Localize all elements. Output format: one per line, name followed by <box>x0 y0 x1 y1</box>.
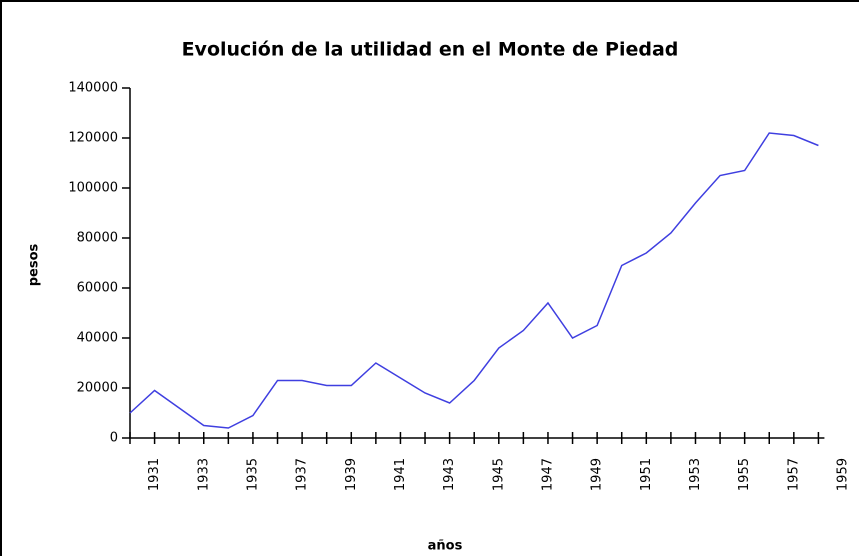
y-tick-label: 40000 <box>77 331 118 346</box>
x-tick-label: 1939 <box>344 458 359 491</box>
chart-title: Evolución de la utilidad en el Monte de … <box>182 39 679 61</box>
x-tick-label: 1945 <box>491 458 506 491</box>
y-tick-label: 80000 <box>77 231 118 246</box>
x-tick-label: 1937 <box>295 458 310 491</box>
x-tick-label: 1959 <box>836 458 851 491</box>
y-tick-label: 0 <box>110 431 118 446</box>
y-tick-label: 100000 <box>68 181 118 196</box>
y-tick-label: 20000 <box>77 381 118 396</box>
x-axis-label: años <box>428 539 463 554</box>
x-tick-label: 1953 <box>688 458 703 491</box>
x-tick-label: 1943 <box>442 458 457 491</box>
data-line <box>129 132 819 429</box>
y-tick-label: 120000 <box>68 131 118 146</box>
x-tick-label: 1951 <box>639 458 654 491</box>
y-tick-label: 60000 <box>77 281 118 296</box>
x-tick-label: 1931 <box>147 458 162 491</box>
y-axis-label: pesos <box>27 243 42 286</box>
x-tick-label: 1935 <box>245 458 260 491</box>
x-tick-label: 1947 <box>540 458 555 491</box>
x-tick-label: 1955 <box>737 458 752 491</box>
x-tick-label: 1933 <box>196 458 211 491</box>
x-tick-label: 1957 <box>786 458 801 491</box>
y-tick-label: 140000 <box>68 81 118 96</box>
x-tick-label: 1941 <box>393 458 408 491</box>
x-tick-label: 1949 <box>590 458 605 491</box>
